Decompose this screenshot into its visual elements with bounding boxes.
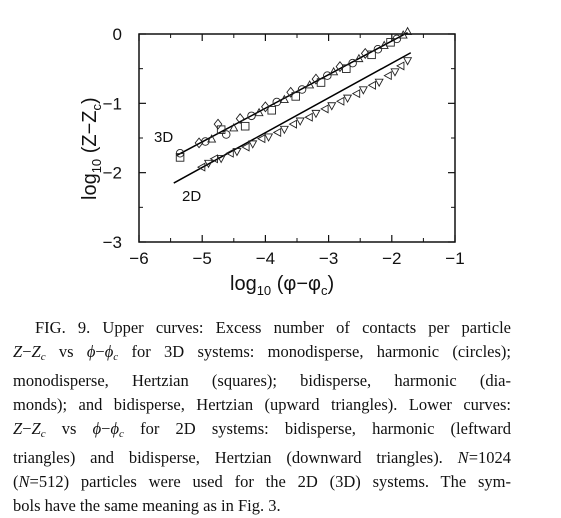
- y-tick-label: −3: [103, 233, 122, 252]
- axis-ticks: [138, 33, 456, 243]
- circle-marker: [392, 34, 402, 44]
- left-triangle-marker: [304, 112, 313, 122]
- down-triangle-marker: [343, 94, 353, 104]
- down-triangle-marker: [203, 159, 214, 169]
- data-markers: [175, 26, 413, 172]
- caption-number: 512: [38, 472, 64, 491]
- down-triangle-marker: [295, 117, 305, 126]
- left-triangle-marker: [288, 119, 297, 129]
- series-label-3d: 3D: [154, 129, 173, 146]
- down-triangle-marker: [279, 125, 289, 135]
- diamond-marker: [235, 113, 245, 125]
- figure-caption: FIG. 9. Upper curves: Excess number of c…: [13, 316, 511, 518]
- left-triangle-marker: [272, 127, 282, 138]
- left-triangle-marker: [396, 61, 405, 71]
- square-marker: [342, 64, 351, 73]
- caption-text: vs: [61, 419, 77, 438]
- caption-text: vs: [58, 342, 74, 361]
- square-marker: [267, 106, 276, 115]
- caption-text: Upper curves: Excess number of contacts …: [102, 318, 511, 337]
- left-triangle-marker: [225, 148, 234, 158]
- caption-line-7: (N=512) particles were used for the 2D (…: [13, 472, 511, 491]
- x-tick-label: −6: [129, 249, 148, 268]
- square-marker: [291, 92, 300, 101]
- caption-label: FIG. 9.: [35, 318, 91, 337]
- left-triangle-marker: [320, 104, 329, 114]
- down-triangle-marker: [264, 133, 274, 142]
- caption-line-8: bols have the same meaning as in Fig. 3.: [13, 496, 281, 515]
- x-tick-label: −2: [382, 249, 401, 268]
- series-label-2d: 2D: [182, 188, 201, 205]
- up-triangle-marker: [207, 134, 217, 143]
- left-triangle-marker: [367, 80, 376, 90]
- x-tick-label: −4: [256, 249, 275, 268]
- square-marker: [216, 125, 226, 134]
- diamond-marker: [261, 101, 270, 113]
- figure: −6 −5 −4 −3 −2 −1 0 −1 −2 −3 3D 2D log10 (φ−φc) l…: [79, 25, 465, 298]
- up-triangle-marker: [403, 26, 413, 36]
- y-axis-title: log10 (Z−Zc): [79, 97, 104, 200]
- x-tick-label: −3: [319, 249, 338, 268]
- square-marker: [386, 38, 395, 47]
- caption-text: for 2D systems: bidisperse, harmonic (le…: [140, 419, 512, 438]
- left-triangle-marker: [209, 154, 218, 164]
- square-marker: [367, 50, 376, 60]
- circle-marker: [297, 85, 307, 94]
- down-triangle-marker: [327, 102, 337, 111]
- caption-text: for 3D systems: monodisperse, harmonic (…: [131, 342, 511, 361]
- caption-line-3: monodisperse, Hertzian (squares); bidisp…: [13, 371, 511, 390]
- caption-text: triangles) and bidisperse, Hertzian (dow…: [13, 448, 443, 467]
- y-tick-label: 0: [113, 25, 122, 44]
- y-tick-label: −2: [103, 164, 122, 183]
- down-triangle-marker: [403, 57, 413, 66]
- down-triangle-marker: [232, 148, 242, 157]
- down-triangle-marker: [390, 68, 400, 77]
- circle-marker: [348, 58, 357, 68]
- square-marker: [175, 153, 185, 162]
- y-tick-label: −1: [103, 94, 122, 113]
- up-triangle-marker: [254, 107, 264, 117]
- diamond-marker: [213, 118, 223, 130]
- circle-marker: [221, 130, 231, 139]
- caption-text: ) particles were used for the 2D (3D) sy…: [63, 472, 511, 491]
- up-triangle-marker: [279, 94, 289, 103]
- down-triangle-marker: [248, 140, 258, 149]
- down-triangle-marker: [216, 154, 226, 164]
- up-triangle-marker: [329, 66, 339, 76]
- square-marker: [316, 78, 326, 87]
- x-axis-title: log10 (φ−φc): [230, 273, 334, 298]
- caption-line-5: Z−Zc vs ϕ−ϕc for 2D systems: bidisperse,…: [13, 419, 512, 440]
- caption-number: 1024: [478, 448, 511, 467]
- scatter-plot: −6 −5 −4 −3 −2 −1 0 −1 −2 −3 3D 2D log10 (φ−φc) l…: [79, 25, 465, 298]
- left-triangle-marker: [241, 142, 250, 152]
- up-triangle-marker: [379, 40, 389, 49]
- up-triangle-marker: [354, 53, 364, 63]
- caption-line-1: FIG. 9. Upper curves: Excess number of c…: [13, 316, 511, 340]
- caption-line-6: triangles) and bidisperse, Hertzian (dow…: [13, 448, 511, 467]
- up-triangle-marker: [305, 80, 315, 89]
- fit-line-2d: [173, 52, 412, 184]
- down-triangle-marker: [311, 109, 321, 119]
- left-triangle-marker: [257, 134, 266, 144]
- up-triangle-marker: [229, 123, 239, 132]
- caption-line-2: Z−Zc vs ϕ−ϕc for 3D systems: monodispers…: [13, 342, 511, 363]
- left-triangle-marker: [336, 96, 345, 106]
- left-triangle-marker: [196, 162, 206, 172]
- square-marker: [240, 121, 250, 131]
- down-triangle-marker: [374, 78, 384, 88]
- diamond-marker: [286, 86, 296, 98]
- left-triangle-marker: [351, 89, 361, 99]
- left-triangle-marker: [383, 71, 392, 81]
- tick-labels: −6 −5 −4 −3 −2 −1 0 −1 −2 −3: [103, 25, 465, 268]
- circle-marker: [373, 45, 383, 54]
- circle-marker: [323, 71, 332, 80]
- x-tick-label: −5: [193, 249, 212, 268]
- caption-line-4: monds); and bidisperse, Hertzian (upward…: [13, 395, 511, 414]
- diamond-marker: [311, 73, 321, 85]
- down-triangle-marker: [358, 86, 368, 95]
- circle-marker: [201, 137, 210, 146]
- x-tick-label: −1: [445, 249, 464, 268]
